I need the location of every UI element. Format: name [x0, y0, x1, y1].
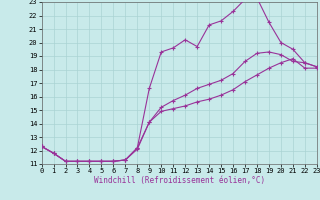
X-axis label: Windchill (Refroidissement éolien,°C): Windchill (Refroidissement éolien,°C) [94, 176, 265, 185]
